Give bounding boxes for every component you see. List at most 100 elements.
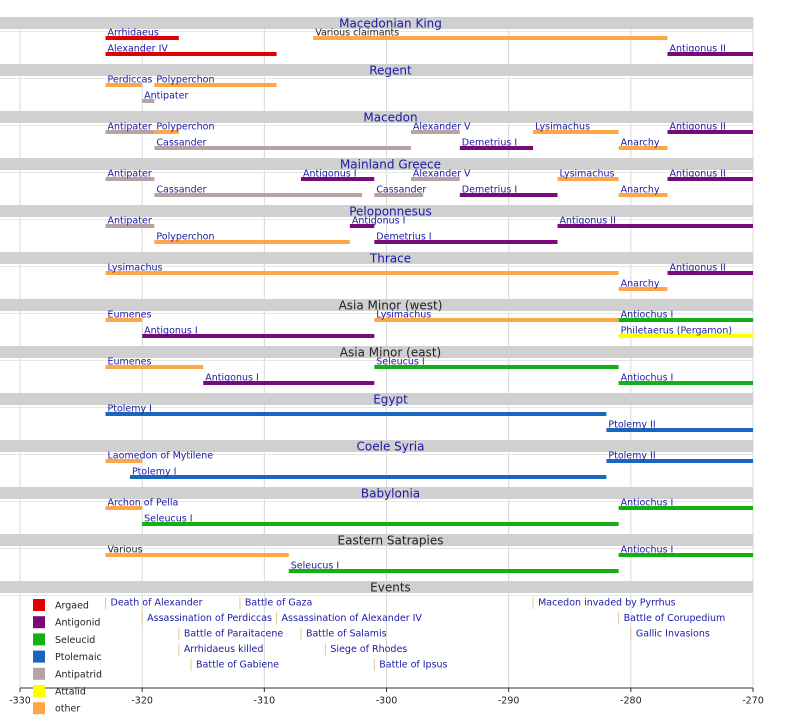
section-title[interactable]: Egypt: [373, 393, 408, 407]
section-title[interactable]: Peloponnesus: [349, 205, 432, 219]
event-label[interactable]: Arrhidaeus killed: [184, 644, 264, 655]
reign-bar: [105, 83, 143, 87]
event-label[interactable]: Siege of Rhodes: [330, 644, 407, 655]
reign-label[interactable]: Antipater: [144, 91, 188, 102]
reign-label[interactable]: Demetrius I: [376, 232, 431, 243]
reign-label[interactable]: Lysimachus: [376, 310, 431, 321]
reign-label[interactable]: Seleucus I: [291, 561, 339, 572]
reign-label[interactable]: Antigonus I: [144, 326, 198, 337]
section-band: [0, 487, 753, 499]
reign-label[interactable]: Antipater: [108, 169, 152, 180]
reign-bar: [203, 381, 375, 385]
reign-label[interactable]: Antigonus II: [669, 44, 725, 55]
section-title: Events: [370, 581, 411, 595]
reign-label[interactable]: Alexander V: [413, 122, 471, 133]
section-underline: [0, 407, 753, 408]
reign-label[interactable]: Eumenes: [108, 357, 152, 368]
section-underline: [0, 501, 753, 502]
x-tick-label: -320: [131, 696, 153, 707]
reign-bar: [105, 224, 155, 228]
section-band: [0, 393, 753, 405]
reign-bar: [618, 146, 668, 150]
reign-label[interactable]: Antigonus I: [352, 216, 406, 227]
reign-bar: [105, 553, 289, 557]
section-title[interactable]: Macedon: [363, 111, 417, 125]
reign-label[interactable]: Ptolemy II: [608, 420, 655, 431]
reign-label[interactable]: Antigonus II: [669, 169, 725, 180]
section-title[interactable]: Coele Syria: [357, 440, 425, 454]
section-title[interactable]: Regent: [369, 64, 412, 78]
reign-label[interactable]: Antigonus II: [669, 263, 725, 274]
legend-swatch: [33, 616, 45, 629]
reign-bar: [410, 130, 460, 134]
reign-label[interactable]: Ptolemy I: [132, 467, 176, 478]
reign-label[interactable]: Ptolemy I: [108, 404, 152, 415]
event-label[interactable]: Assassination of Alexander IV: [282, 613, 423, 624]
reign-label[interactable]: Laomedon of Mytilene: [108, 451, 214, 462]
reign-label[interactable]: Eumenes: [108, 310, 152, 321]
reign-label[interactable]: Antiochus I: [621, 498, 674, 509]
reign-label[interactable]: Demetrius I: [462, 138, 517, 149]
section-band: [0, 346, 753, 358]
event-label[interactable]: Assassination of Perdiccas: [147, 613, 272, 624]
event-label[interactable]: Battle of Gaza: [245, 598, 312, 609]
reign-label[interactable]: Arrhidaeus: [108, 28, 159, 39]
reign-label[interactable]: Demetrius I: [462, 185, 517, 196]
reign-label[interactable]: Antiochus I: [621, 373, 674, 384]
event-label[interactable]: Battle of Salamis: [306, 629, 387, 640]
reign-bar: [349, 224, 375, 228]
reign-label[interactable]: Alexander IV: [108, 44, 169, 55]
legend-label: other: [55, 704, 80, 715]
reign-label[interactable]: Ptolemy II: [608, 451, 655, 462]
reign-label[interactable]: Lysimachus: [535, 122, 590, 133]
reign-label[interactable]: Seleucus I: [376, 357, 424, 368]
reign-label[interactable]: Polyperchon: [156, 75, 214, 86]
event-label[interactable]: Battle of Corupedium: [624, 613, 726, 624]
reign-label[interactable]: Cassander: [156, 138, 206, 149]
reign-label[interactable]: Antigonus I: [205, 373, 259, 384]
reign-label[interactable]: Cassander: [156, 185, 206, 196]
reign-label[interactable]: Antipater: [108, 216, 152, 227]
section-title[interactable]: Thrace: [369, 252, 411, 266]
reign-label[interactable]: Perdiccas: [108, 75, 153, 86]
section-band: [0, 111, 753, 123]
event-label[interactable]: Battle of Gabiene: [196, 660, 279, 671]
section-title[interactable]: Mainland Greece: [340, 158, 441, 172]
event-label[interactable]: Macedon invaded by Pyrrhus: [538, 598, 676, 609]
reign-label[interactable]: Lysimachus: [560, 169, 615, 180]
event-label[interactable]: Battle of Paraitacene: [184, 629, 284, 640]
reign-label[interactable]: Archon of Pella: [108, 498, 179, 509]
reign-label[interactable]: Lysimachus: [108, 263, 163, 274]
reign-label[interactable]: Antigonus I: [303, 169, 357, 180]
reign-label[interactable]: Polyperchon: [156, 232, 214, 243]
reign-bar: [129, 475, 607, 479]
reign-label[interactable]: Antipater: [108, 122, 152, 133]
reign-label[interactable]: Anarchy: [621, 138, 660, 149]
reign-label[interactable]: Antiochus I: [621, 310, 674, 321]
legend-label: Argaed: [55, 601, 89, 612]
event-label[interactable]: Death of Alexander: [111, 598, 203, 609]
reign-label[interactable]: Philetaerus (Pergamon): [621, 326, 733, 337]
section-band: [0, 534, 753, 546]
reign-label[interactable]: Antigonus II: [669, 122, 725, 133]
section-title[interactable]: Babylonia: [361, 487, 420, 501]
reign-label[interactable]: Antigonus II: [560, 216, 616, 227]
reign-label[interactable]: Polyperchon: [156, 122, 214, 133]
reign-label[interactable]: Alexander V: [413, 169, 471, 180]
event-label[interactable]: Gallic Invasions: [636, 629, 710, 640]
reign-bar: [154, 83, 277, 87]
reign-label[interactable]: Cassander: [376, 185, 426, 196]
reign-label[interactable]: Antiochus I: [621, 545, 674, 556]
section-underline: [0, 313, 753, 314]
section-underline: [0, 548, 753, 549]
section-band: [0, 64, 753, 76]
event-label[interactable]: Battle of Ipsus: [379, 660, 447, 671]
reign-label[interactable]: Anarchy: [621, 185, 660, 196]
section-title: Asia Minor (west): [339, 299, 443, 313]
reign-label[interactable]: Seleucus I: [144, 514, 192, 525]
reign-label[interactable]: Anarchy: [621, 279, 660, 290]
section-title[interactable]: Macedonian King: [339, 17, 442, 31]
reign-bar: [618, 334, 753, 338]
x-tick-label: -300: [376, 696, 398, 707]
